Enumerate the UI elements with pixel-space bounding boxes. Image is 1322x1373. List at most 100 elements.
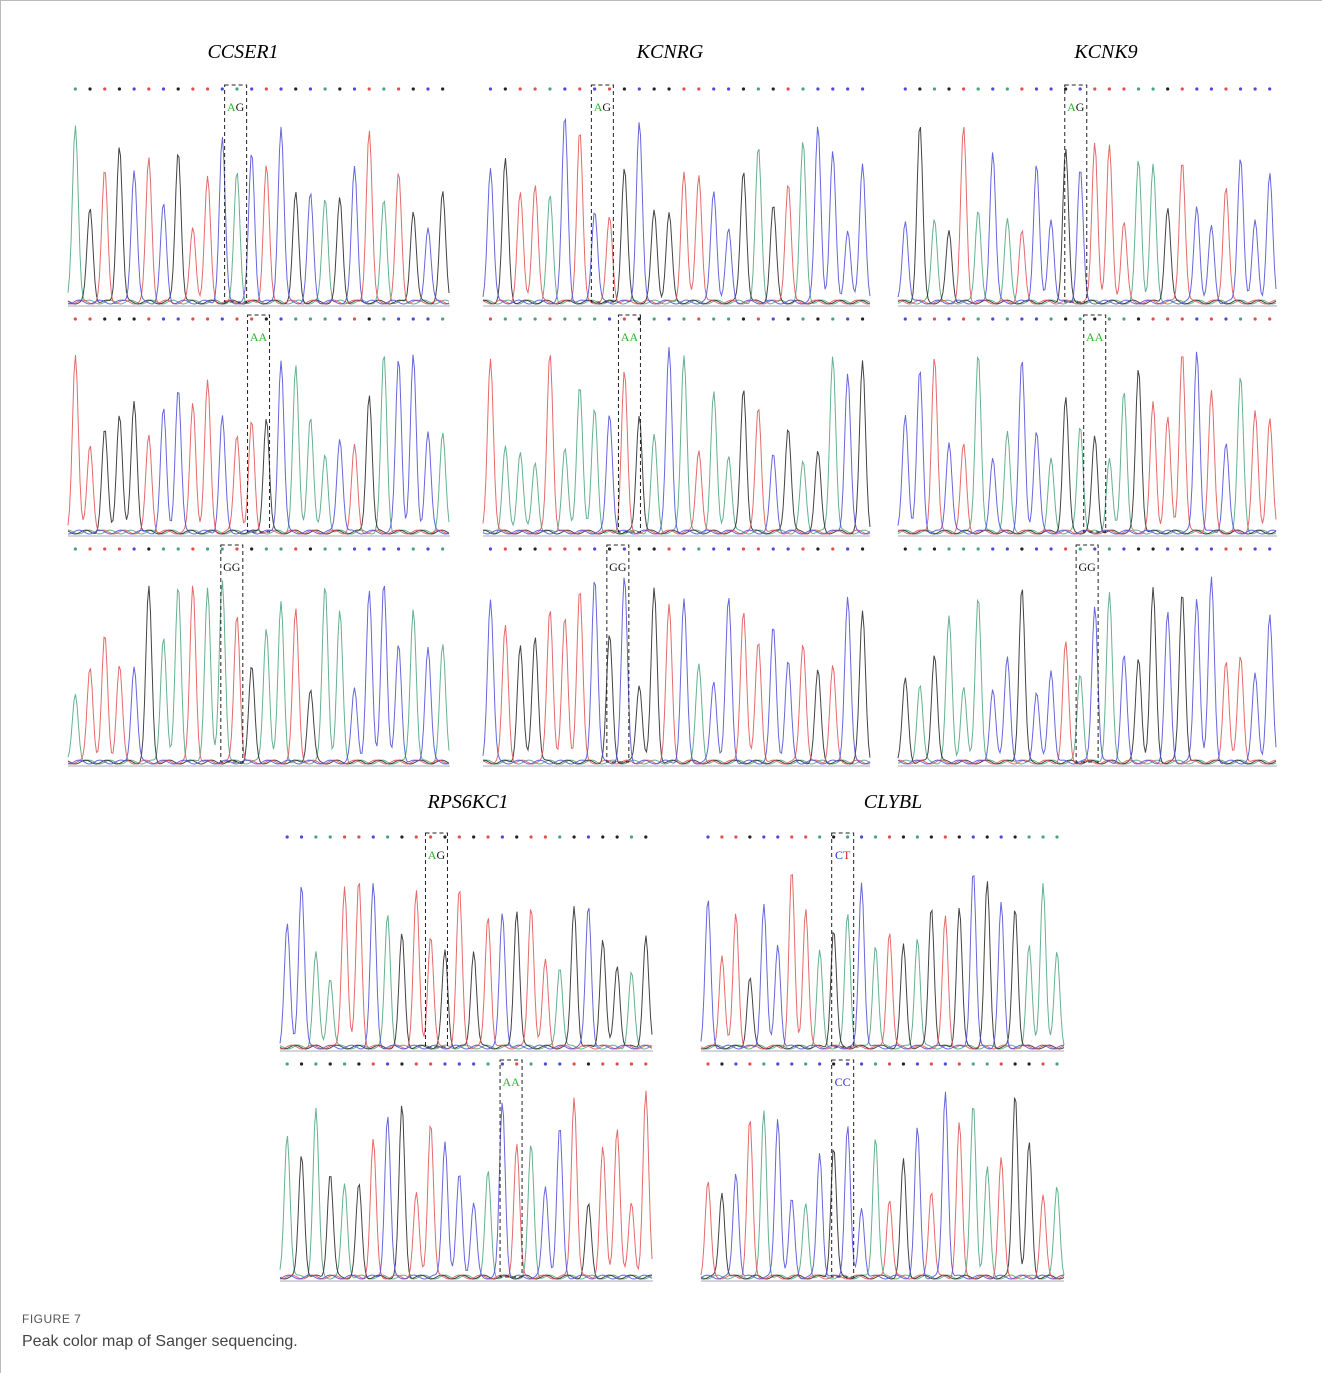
base-dot bbox=[1268, 317, 1272, 321]
base-dot bbox=[1027, 1062, 1031, 1066]
base-dot bbox=[1195, 317, 1199, 321]
figure-label: FIGURE 7 bbox=[22, 1312, 82, 1326]
base-dot bbox=[314, 1062, 318, 1066]
base-dot bbox=[615, 835, 619, 839]
base-dot bbox=[1107, 87, 1111, 91]
base-dot bbox=[500, 835, 504, 839]
trace bbox=[482, 117, 871, 305]
base-dot bbox=[426, 317, 430, 321]
base-dot bbox=[558, 835, 562, 839]
genotype-label: AA bbox=[250, 330, 268, 344]
base-dot bbox=[644, 835, 648, 839]
allele: G bbox=[1076, 100, 1085, 114]
base-dot bbox=[411, 547, 415, 551]
allele: A bbox=[1067, 100, 1076, 114]
base-dot bbox=[357, 835, 361, 839]
base-dot bbox=[250, 87, 254, 91]
base-dot bbox=[1093, 547, 1097, 551]
genotype-label: AA bbox=[1086, 330, 1104, 344]
base-dot bbox=[1005, 547, 1009, 551]
base-dot bbox=[1209, 87, 1214, 91]
base-dot bbox=[117, 317, 122, 321]
base-dot bbox=[205, 547, 210, 551]
base-dot bbox=[1166, 87, 1170, 91]
base-dot bbox=[279, 87, 283, 91]
trace bbox=[482, 577, 871, 765]
base-dot bbox=[929, 835, 933, 839]
base-dot bbox=[1034, 317, 1039, 321]
base-dot bbox=[976, 317, 980, 321]
base-dot bbox=[414, 835, 418, 839]
base-dot bbox=[220, 547, 224, 551]
genotype-label: GG bbox=[1078, 560, 1096, 574]
base-dot bbox=[205, 317, 210, 321]
base-dot bbox=[873, 1062, 878, 1066]
base-dot bbox=[132, 317, 136, 321]
base-dot bbox=[832, 835, 836, 839]
genotype-box bbox=[617, 314, 641, 533]
base-dot bbox=[1238, 547, 1243, 551]
allele: G bbox=[1087, 560, 1096, 574]
genotype-box bbox=[220, 544, 244, 763]
base-dot bbox=[488, 547, 493, 551]
base-dot bbox=[161, 317, 166, 321]
allele: A bbox=[621, 330, 630, 344]
base-dot bbox=[1020, 87, 1024, 91]
base-dot bbox=[682, 317, 686, 321]
base-dot bbox=[943, 835, 947, 839]
base-dot bbox=[518, 87, 522, 91]
allele: G bbox=[1078, 560, 1087, 574]
base-dot bbox=[396, 547, 401, 551]
genotype-label: AA bbox=[502, 1075, 520, 1089]
base-dot bbox=[932, 547, 937, 551]
base-dot bbox=[1180, 317, 1184, 321]
trace bbox=[897, 127, 1277, 305]
base-dot bbox=[294, 547, 298, 551]
base-dot bbox=[985, 835, 989, 839]
base-dot bbox=[563, 547, 567, 551]
genotype-label: AG bbox=[594, 100, 612, 114]
base-dot bbox=[1253, 317, 1257, 321]
base-dot bbox=[726, 317, 731, 321]
base-dot bbox=[147, 547, 151, 551]
base-dot bbox=[859, 1062, 864, 1066]
base-dot bbox=[486, 835, 490, 839]
base-dot bbox=[593, 547, 597, 551]
base-dot bbox=[396, 87, 401, 91]
trace bbox=[67, 147, 450, 305]
trace bbox=[700, 874, 1064, 1050]
base-dot bbox=[533, 317, 537, 321]
base-dot bbox=[308, 87, 313, 91]
base-dot bbox=[734, 835, 738, 839]
base-dot bbox=[762, 835, 766, 839]
base-dot bbox=[264, 87, 268, 91]
base-dot bbox=[367, 547, 371, 551]
base-dot bbox=[1268, 547, 1272, 551]
trace bbox=[700, 1091, 1064, 1280]
base-dot bbox=[235, 87, 239, 91]
allele: A bbox=[428, 848, 437, 862]
base-dot bbox=[622, 87, 627, 91]
base-dot bbox=[832, 1062, 836, 1066]
allele: G bbox=[232, 560, 241, 574]
base-dot bbox=[1180, 547, 1184, 551]
base-dot bbox=[586, 835, 591, 839]
base-dot bbox=[637, 317, 641, 321]
base-dot bbox=[572, 1062, 576, 1066]
base-dot bbox=[961, 87, 966, 91]
base-dot bbox=[441, 87, 445, 91]
base-dot bbox=[593, 317, 597, 321]
base-dot bbox=[644, 1062, 648, 1066]
base-dot bbox=[323, 317, 327, 321]
base-dot bbox=[667, 547, 671, 551]
base-dot bbox=[1064, 317, 1068, 321]
base-dot bbox=[429, 835, 433, 839]
base-dot bbox=[1151, 547, 1155, 551]
base-dot bbox=[999, 1062, 1003, 1066]
base-dot bbox=[1013, 835, 1017, 839]
base-dot bbox=[529, 835, 533, 839]
trace bbox=[483, 360, 871, 535]
base-dot bbox=[533, 87, 537, 91]
base-dot bbox=[932, 87, 937, 91]
